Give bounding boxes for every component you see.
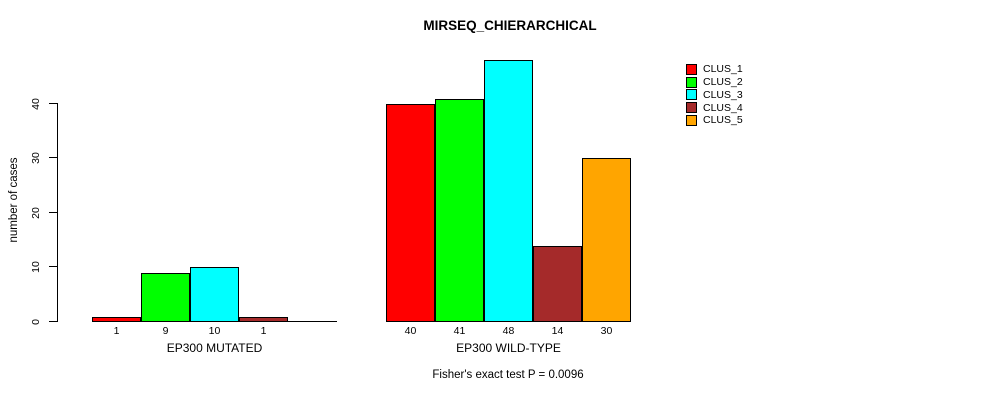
bar-CLUS_5 [582, 158, 631, 322]
bar-value-label: 14 [551, 325, 564, 337]
legend-swatch-CLUS_5 [686, 115, 697, 127]
bar-CLUS_5-zero [288, 321, 337, 322]
legend-swatch-CLUS_4 [686, 102, 697, 114]
legend-label: CLUS_4 [703, 101, 743, 114]
y-tick-label: 10 [30, 260, 42, 273]
bar-value-label: 10 [208, 325, 221, 337]
y-axis-line [57, 103, 58, 322]
y-tick-label: 30 [30, 151, 42, 164]
legend-label: CLUS_5 [703, 114, 743, 127]
legend-label: CLUS_1 [703, 63, 743, 76]
legend-item-CLUS_3: CLUS_3 [686, 89, 743, 102]
y-tick-label: 0 [30, 318, 42, 325]
bar-value-label: 41 [453, 325, 466, 337]
bar-value-label: 40 [404, 325, 417, 337]
bar-value-label: 48 [502, 325, 515, 337]
bar-CLUS_3 [190, 267, 239, 322]
y-tick-label: 20 [30, 206, 42, 219]
x-axis-group-label: EP300 MUTATED [166, 341, 263, 355]
y-tick-label: 40 [30, 97, 42, 110]
y-tick [49, 321, 57, 322]
legend-swatch-CLUS_1 [686, 63, 697, 75]
bar-CLUS_4 [533, 246, 582, 322]
legend-swatch-CLUS_3 [686, 89, 697, 101]
annotation-text: Fisher's exact test P = 0.0096 [432, 369, 584, 381]
legend: CLUS_1 CLUS_2 CLUS_3 CLUS_4 CLUS_5 [686, 63, 743, 127]
bar-CLUS_1 [386, 104, 435, 322]
bar-CLUS_4 [239, 317, 288, 322]
y-tick [49, 103, 57, 104]
legend-item-CLUS_1: CLUS_1 [686, 63, 743, 76]
legend-label: CLUS_2 [703, 75, 743, 88]
x-axis-group-label: EP300 WILD-TYPE [456, 341, 561, 355]
y-axis-label: number of cases [8, 157, 20, 243]
y-tick [49, 157, 57, 158]
chart-title: MIRSEQ_CHIERARCHICAL [423, 18, 597, 33]
bar-CLUS_1 [92, 317, 141, 322]
y-tick [49, 212, 57, 213]
bar-value-label: 1 [260, 325, 267, 337]
legend-item-CLUS_4: CLUS_4 [686, 101, 743, 114]
bar-value-label: 1 [113, 325, 120, 337]
legend-item-CLUS_5: CLUS_5 [686, 114, 743, 127]
y-tick [49, 266, 57, 267]
bar-CLUS_2 [141, 273, 190, 322]
legend-label: CLUS_3 [703, 88, 743, 101]
legend-item-CLUS_2: CLUS_2 [686, 76, 743, 89]
bar-CLUS_2 [435, 99, 484, 322]
bar-value-label: 30 [600, 325, 613, 337]
bar-CLUS_3 [484, 60, 533, 322]
bar-value-label: 9 [162, 325, 169, 337]
legend-swatch-CLUS_2 [686, 76, 697, 88]
